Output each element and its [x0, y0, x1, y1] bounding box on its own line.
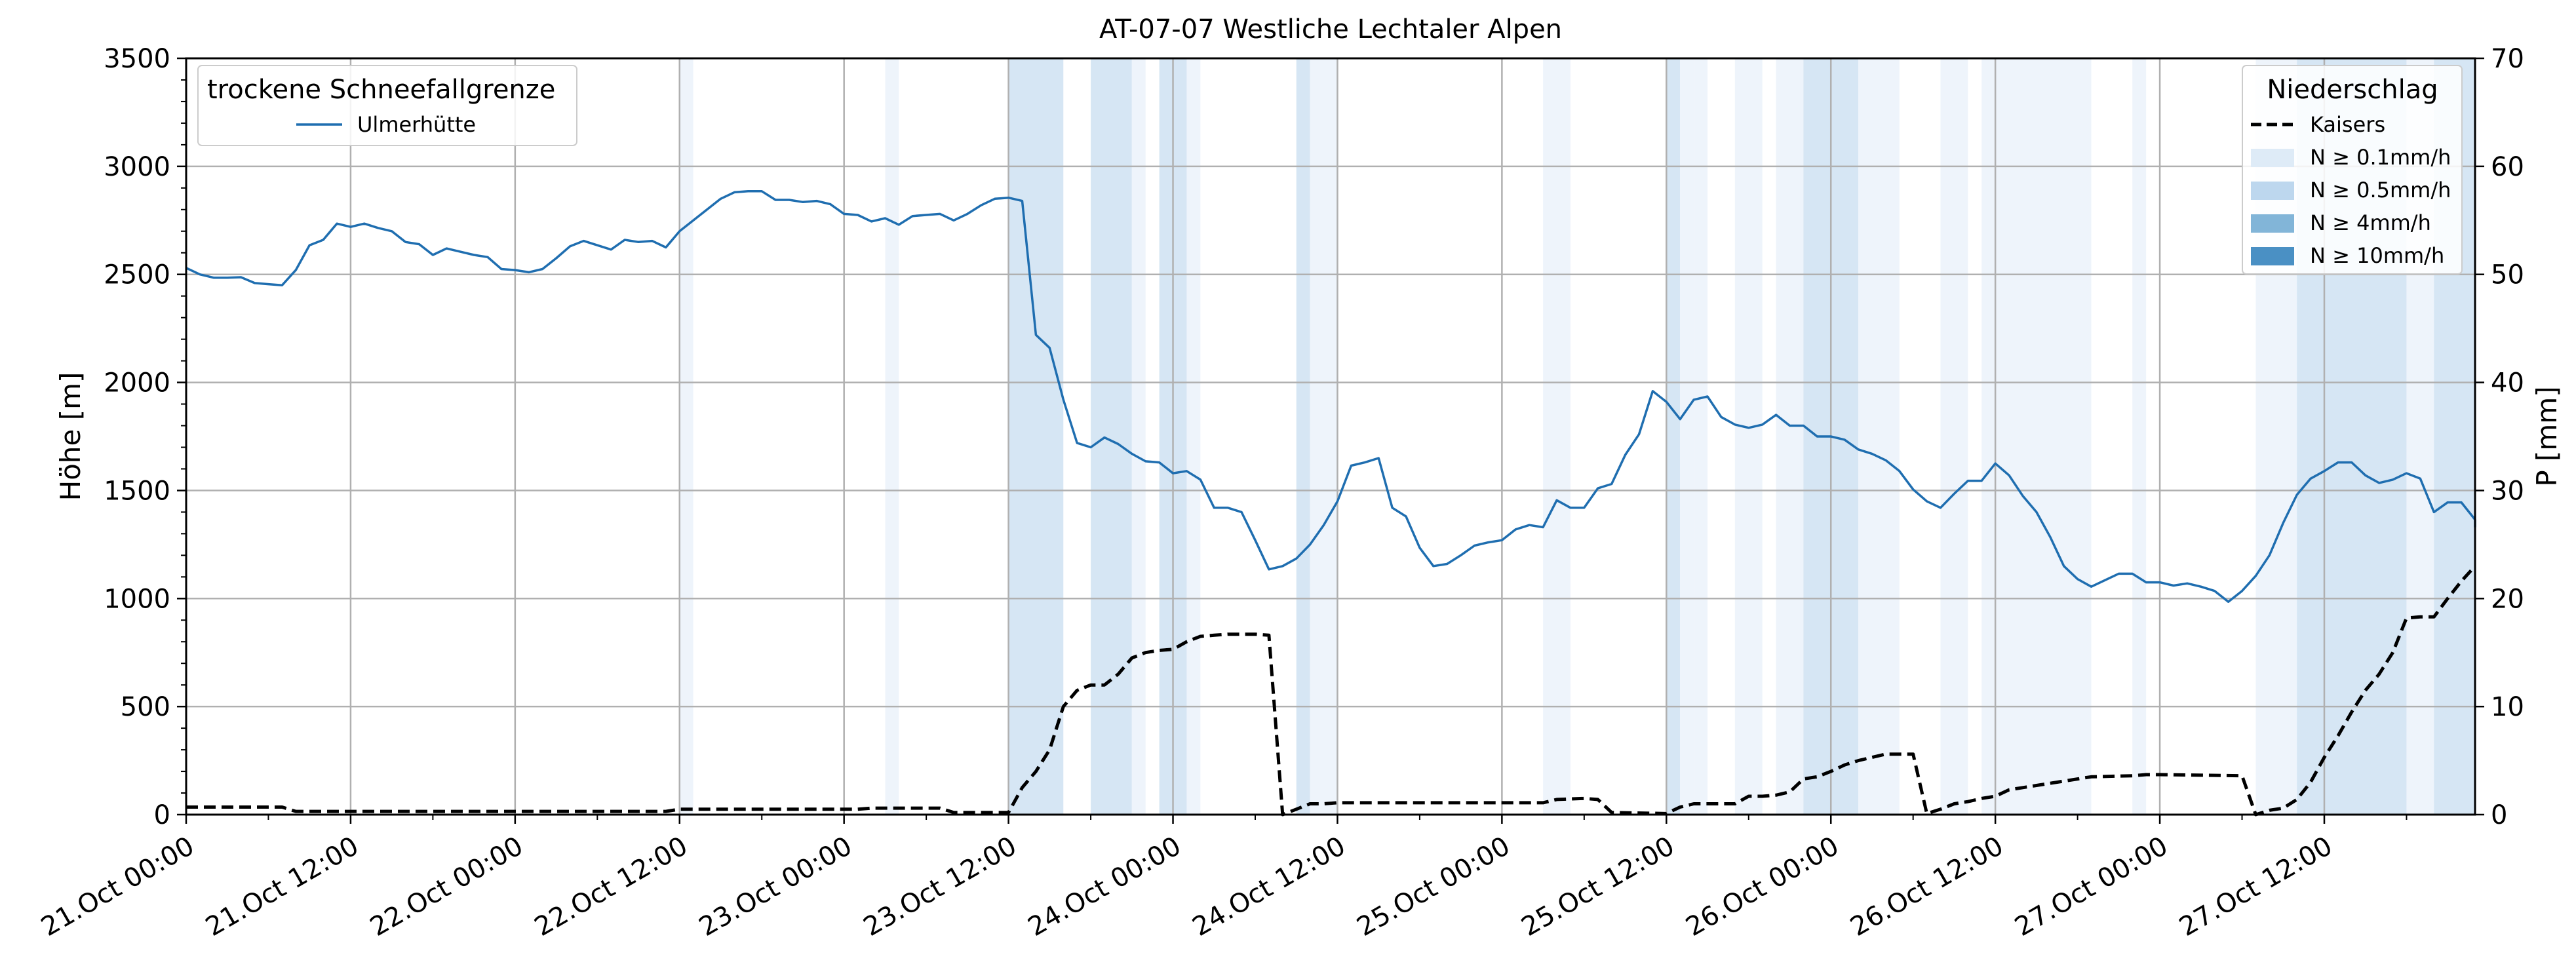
legend-snowline: trockene Schneefallgrenze Ulmerhütte: [197, 65, 577, 146]
precip-band: [1296, 58, 1310, 815]
x-tick-label: 25.Oct 00:00: [1352, 831, 1515, 942]
legend-precipitation-frame: [2242, 65, 2463, 275]
precip-band: [2132, 58, 2147, 815]
y-tick-label: 1500: [104, 476, 170, 506]
legend-swatch-precip: [2251, 214, 2294, 233]
x-tick-label: 27.Oct 12:00: [2174, 831, 2337, 942]
legend-precipitation-title: Niederschlag: [2267, 75, 2438, 105]
precip-band: [1310, 58, 1338, 815]
x-tick-label: 22.Oct 00:00: [365, 831, 528, 942]
precip-band: [1666, 58, 1681, 815]
y-tick-label: 2500: [104, 260, 170, 290]
y2-axis-label: P [mm]: [2531, 386, 2563, 486]
precip-band: [1131, 58, 1146, 815]
precip-band: [1734, 58, 1763, 815]
precip-band: [1694, 58, 1708, 815]
y-axis-label: Höhe [m]: [54, 372, 87, 501]
x-tick-label: 24.Oct 00:00: [1023, 831, 1186, 942]
x-tick-label: 24.Oct 12:00: [1188, 831, 1351, 942]
legend-snowline-title: trockene Schneefallgrenze: [207, 75, 555, 105]
legend-snowline-frame: [197, 65, 577, 146]
x-tick-label: 27.Oct 00:00: [2010, 831, 2173, 942]
x-tick-label: 26.Oct 12:00: [1845, 831, 2008, 942]
x-tick-label: 25.Oct 12:00: [1516, 831, 1679, 942]
precip-band: [1940, 58, 1968, 815]
chart-title: AT-07-07 Westliche Lechtaler Alpen: [1099, 14, 1562, 45]
precip-band: [885, 58, 899, 815]
x-tick-label: 23.Oct 12:00: [859, 831, 1022, 942]
precip-band: [1091, 58, 1132, 815]
y-tick-label: 3000: [104, 152, 170, 182]
legend-entry-label: N ≥ 0.1mm/h: [2310, 145, 2451, 170]
y-tick-label: 3500: [104, 44, 170, 74]
x-tick-label: 22.Oct 12:00: [530, 831, 693, 942]
legend-entry-label: N ≥ 10mm/h: [2310, 243, 2444, 268]
y2-tick-label: 30: [2491, 476, 2524, 506]
y-tick-label: 2000: [104, 368, 170, 398]
y-tick-label: 0: [154, 800, 170, 830]
y2-tick-label: 10: [2491, 692, 2524, 722]
legend-precipitation: Niederschlag Kaisers N ≥ 0.1mm/h N ≥ 0.5mm…: [2242, 65, 2463, 275]
x-tick-label: 23.Oct 00:00: [694, 831, 857, 942]
legend-swatch-precip: [2251, 149, 2294, 167]
y2-tick-label: 0: [2491, 800, 2507, 830]
legend-swatch-precip: [2251, 182, 2294, 200]
y2-tick-label: 60: [2491, 152, 2524, 182]
y2-tick-label: 70: [2491, 44, 2524, 74]
y2-tick-label: 40: [2491, 368, 2524, 398]
legend-entry-label: Kaisers: [2310, 112, 2385, 137]
precip-band: [1008, 58, 1064, 815]
precip-band: [1995, 58, 2092, 815]
legend-entry-label: N ≥ 0.5mm/h: [2310, 178, 2451, 203]
precip-band: [1981, 58, 1996, 815]
plot-frame: [185, 57, 2476, 816]
series-line-ulmerhütte: [185, 190, 2476, 603]
legend-entry-label: N ≥ 4mm/h: [2310, 210, 2431, 235]
x-tick-label: 26.Oct 00:00: [1681, 831, 1844, 942]
series: [185, 190, 2476, 817]
axes-ticks: 0 500 1000 1500 2000 2500 3000 3500 0 10 20 30 40 50 6…: [36, 44, 2524, 942]
y2-tick-label: 50: [2491, 260, 2524, 290]
precip-band: [1186, 58, 1201, 815]
precip-band: [1680, 58, 1694, 815]
y-tick-label: 500: [121, 692, 170, 722]
y2-tick-label: 20: [2491, 584, 2524, 614]
precip-band: [679, 58, 693, 815]
precip-band: [1776, 58, 1804, 815]
precip-band: [1543, 58, 1571, 815]
series-line-kaisers: [186, 565, 2476, 817]
precipitation-bands: [679, 58, 2475, 815]
legend-precipitation-entries: Kaisers N ≥ 0.1mm/h N ≥ 0.5mm/h N ≥ 4mm/h N …: [2251, 112, 2451, 268]
x-tick-label: 21.Oct 12:00: [201, 831, 364, 942]
y-tick-label: 1000: [104, 584, 170, 614]
legend-snowline-entry: Ulmerhütte: [357, 112, 476, 137]
x-tick-label: 21.Oct 00:00: [36, 831, 199, 942]
precip-band: [1858, 58, 1900, 815]
legend-swatch-precip: [2251, 247, 2294, 265]
